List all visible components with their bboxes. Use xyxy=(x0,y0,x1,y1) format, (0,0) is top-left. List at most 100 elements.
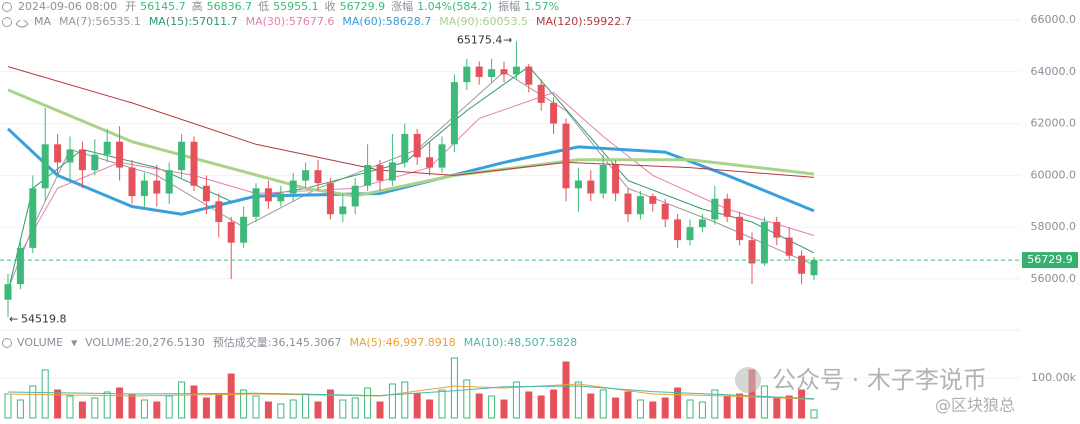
volume-bar xyxy=(165,395,173,419)
header-text: MA(90):60053.5 xyxy=(439,15,528,28)
volume-bar xyxy=(760,385,768,419)
volume-bar xyxy=(314,401,322,419)
candle-body xyxy=(736,216,744,241)
candle-body xyxy=(103,141,111,155)
header-text: MA(5):46,997.8918 xyxy=(350,336,456,349)
volume-bar xyxy=(413,393,421,419)
last-price-label: 56729.9 xyxy=(1027,253,1073,266)
candle-body xyxy=(227,221,235,243)
header-text: 1.04%(584.2) xyxy=(417,0,492,13)
header-text: MA(15):57011.7 xyxy=(149,15,238,28)
watermark: 公众号 · 木子李说币 @区块狼总 xyxy=(735,366,1015,415)
candle-body xyxy=(401,133,409,163)
volume-bar xyxy=(500,399,508,419)
ma-line xyxy=(7,385,815,400)
candle-body xyxy=(264,188,272,202)
volume-bar xyxy=(41,369,49,419)
candle-body xyxy=(190,141,198,186)
candle-body xyxy=(215,201,223,222)
candle-body xyxy=(252,188,260,217)
collapse-icon[interactable] xyxy=(2,2,12,12)
max-annotation: 65175.4 xyxy=(457,33,503,46)
volume-bar xyxy=(326,389,334,419)
candle-body xyxy=(314,170,322,184)
volume-bar xyxy=(649,401,657,419)
y-tick-label: 64000.0 xyxy=(1031,65,1077,78)
candle-body xyxy=(426,157,434,168)
candle-body xyxy=(165,170,173,194)
candle-body xyxy=(574,180,582,189)
header-text: 收 xyxy=(325,0,336,13)
candle-body xyxy=(140,180,148,197)
header-text: 2024-09-06 08:00 xyxy=(18,0,117,13)
volume-bar xyxy=(289,399,297,419)
volume-bar xyxy=(190,385,198,419)
volume-bar xyxy=(388,383,396,419)
candle-body xyxy=(240,216,248,243)
header-icons xyxy=(2,2,29,348)
header-text: 55955.1 xyxy=(273,0,319,13)
volume-bar xyxy=(785,395,793,419)
volume-bar xyxy=(54,389,62,419)
ma-line xyxy=(7,66,815,178)
volume-bar xyxy=(562,361,570,419)
candle-body xyxy=(798,255,806,274)
volume-bar xyxy=(674,387,682,419)
volume-bar xyxy=(277,403,285,419)
volume-bar xyxy=(599,389,607,419)
volume-bar xyxy=(215,393,223,419)
volume-bar xyxy=(450,357,458,419)
ma-line xyxy=(7,383,815,400)
y-tick-label: 62000.0 xyxy=(1031,117,1077,130)
header-text: 低 xyxy=(258,0,269,13)
candle-body xyxy=(785,237,793,256)
volume-bar xyxy=(512,381,520,419)
candle-body xyxy=(413,133,421,158)
candle-body xyxy=(649,196,657,204)
min-annotation: 54519.8 xyxy=(21,312,67,325)
volume-bar xyxy=(773,397,781,419)
collapse-icon[interactable] xyxy=(2,17,12,27)
volume-bar xyxy=(364,387,372,419)
volume-bar xyxy=(116,387,124,419)
candle-body xyxy=(810,260,818,276)
candle-body xyxy=(773,221,781,238)
volume-bar xyxy=(401,381,409,419)
wechat-icon xyxy=(735,367,761,393)
header-text: 56145.7 xyxy=(140,0,186,13)
candle-body xyxy=(612,165,620,194)
header-text: 预估成交量:36,145.3067 xyxy=(213,335,342,349)
header-text: 1.57% xyxy=(524,0,559,13)
candle-body xyxy=(153,180,161,194)
volume-bar xyxy=(711,389,719,419)
candle-body xyxy=(326,183,334,215)
candle-body xyxy=(339,206,347,215)
volume-bar xyxy=(178,381,186,419)
header-text: MA(10):48,507.5828 xyxy=(464,336,577,349)
candle-body xyxy=(289,180,297,194)
candle-body xyxy=(29,188,37,248)
header-text: 56729.9 xyxy=(340,0,386,13)
candle-body xyxy=(128,167,136,197)
arrow: ← xyxy=(9,312,18,325)
candle-body xyxy=(760,221,768,264)
header-text: MA(60):58628.7 xyxy=(342,15,431,28)
watermark-text: 公众号 · 木子李说币 xyxy=(772,366,987,394)
volume-bar xyxy=(29,385,37,419)
collapse-icon[interactable] xyxy=(2,338,12,348)
dropdown-icon: ▼ xyxy=(71,339,78,348)
candle-body xyxy=(450,82,458,145)
volume-bar xyxy=(661,397,669,419)
volume-bar xyxy=(264,401,272,419)
header-text: 开 xyxy=(125,0,136,13)
candle-body xyxy=(277,193,285,202)
volume-bar xyxy=(227,373,235,419)
volume-bar xyxy=(810,409,818,419)
eye-icon[interactable] xyxy=(15,19,29,28)
volume-bar xyxy=(351,397,359,419)
volume-bar xyxy=(128,393,136,419)
volume-bar xyxy=(103,391,111,419)
candle-body xyxy=(537,84,545,103)
